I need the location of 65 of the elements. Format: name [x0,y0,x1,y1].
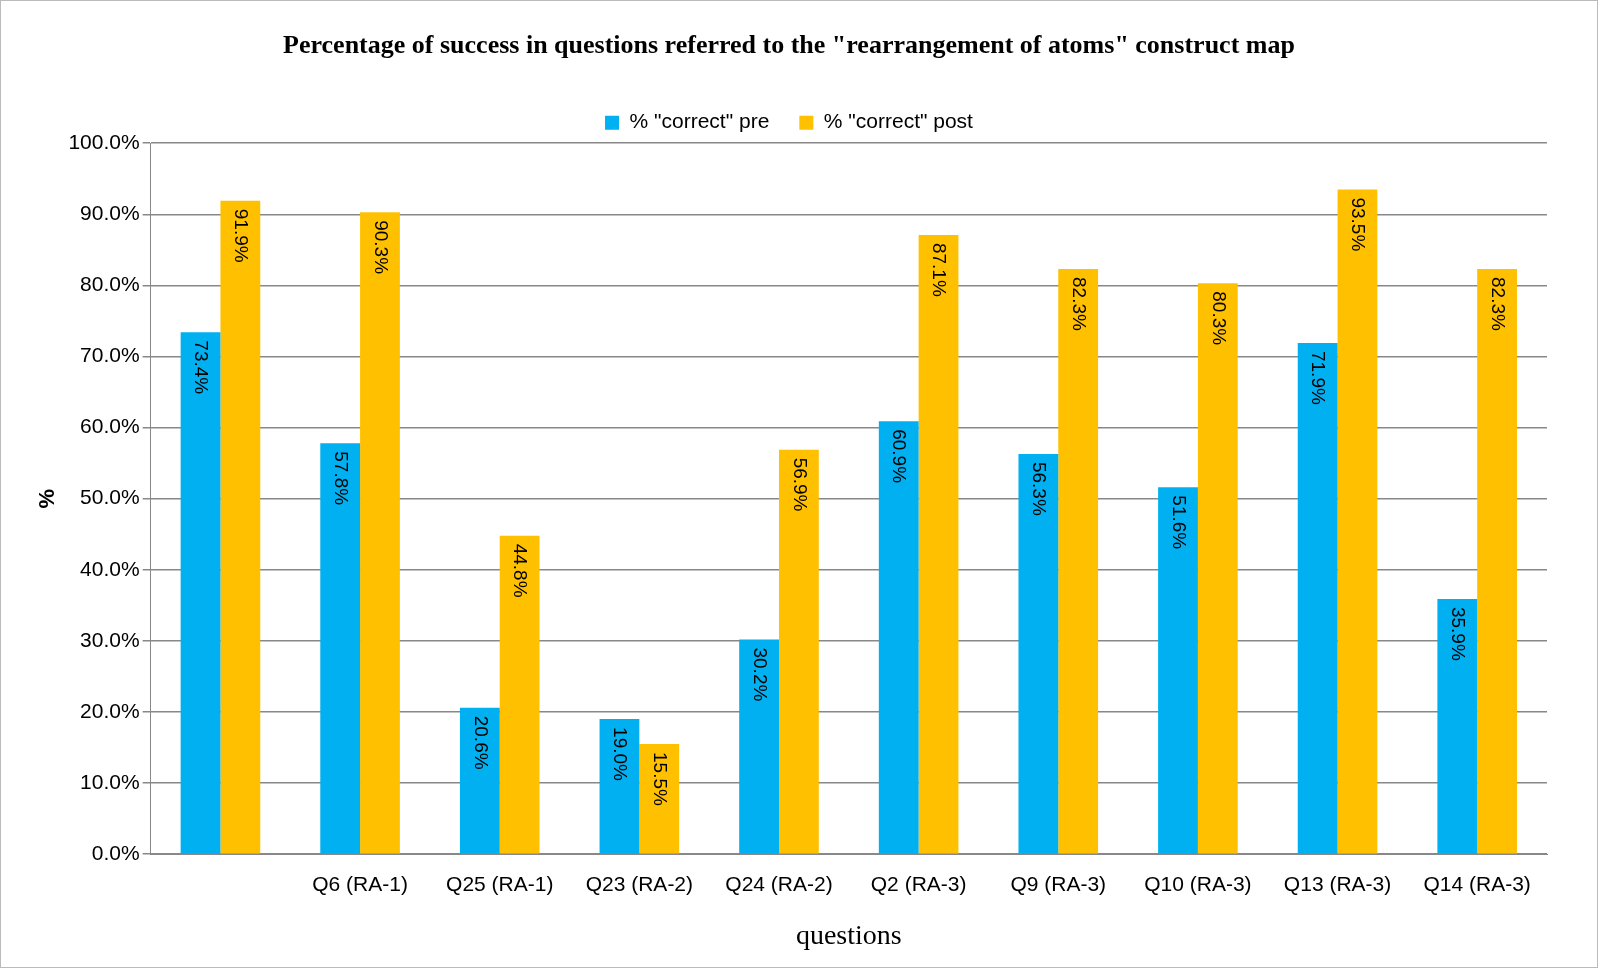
x-tick-label: Q10 (RA-3) [1144,871,1252,895]
data-label: 90.3% [370,220,392,275]
data-label: 82.3% [1487,277,1509,332]
data-label: 56.9% [789,457,811,512]
data-label: 20.6% [470,715,492,770]
x-axis-title: questions [795,918,902,950]
data-label: 71.9% [1308,350,1330,405]
y-tick-label: 80.0% [80,272,140,296]
data-label: 73.4% [191,340,213,395]
legend-label: % "correct" pre [629,109,770,133]
bar [639,744,680,854]
data-label: 57.8% [330,451,352,506]
y-tick-label: 0.0% [91,841,140,864]
y-tick-label: 90.0% [80,201,140,225]
y-tick-label: 20.0% [80,698,140,722]
bar [320,443,361,854]
data-label: 82.3% [1068,277,1090,332]
bar [1337,189,1378,854]
data-label: 87.1% [929,242,951,297]
data-label: 44.8% [510,543,532,598]
data-label: 19.0% [610,727,632,782]
y-tick-label: 10.0% [80,769,140,793]
bar [1197,283,1238,854]
x-tick-label: Q25 (RA-1) [446,871,554,895]
x-tick-label: Q14 (RA-3) [1423,871,1531,895]
data-label: 35.9% [1448,606,1470,661]
x-tick-label: Q24 (RA-2) [725,871,833,895]
x-tick-label: Q23 (RA-2) [585,871,694,895]
data-label: 93.5% [1348,197,1370,252]
chart-title: Percentage of success in questions referred to the "rearrangement of atoms" construct map [283,30,1295,60]
legend-label: % "correct" post [823,109,974,133]
x-tick-label: Q6 (RA-1) [312,871,408,895]
bar [1437,598,1478,854]
bar [220,200,261,854]
data-label: 80.3% [1208,291,1230,346]
bar [918,234,959,854]
data-label: 91.9% [231,208,253,263]
y-tick-label: 60.0% [80,414,140,438]
bar [1058,269,1099,854]
data-label: 60.9% [889,429,911,484]
y-tick-label: 40.0% [80,556,140,580]
data-label: 30.2% [749,647,771,702]
data-label: 51.6% [1168,495,1190,550]
bar [599,719,640,854]
bar [459,707,500,854]
bar [1477,269,1517,854]
y-tick-label: 100.0% [68,130,140,153]
y-axis-title: % [34,488,60,509]
bar [1297,342,1338,854]
bar [878,421,919,854]
bar [739,639,779,854]
data-label: 56.3% [1029,461,1051,516]
x-tick-label: Q13 (RA-3) [1283,871,1392,895]
x-tick-label: Q9 (RA-3) [1010,871,1107,895]
y-tick-label: 70.0% [80,343,140,367]
y-tick-label: 30.0% [80,627,140,651]
data-label: 15.5% [650,751,672,806]
bar [180,332,221,854]
bar [360,212,400,854]
bar [778,449,819,854]
y-tick-label: 50.0% [80,485,140,509]
x-tick-label: Q2 (RA-3) [870,871,967,895]
bar [1158,487,1198,854]
bar [1018,453,1059,854]
bar [499,535,540,854]
